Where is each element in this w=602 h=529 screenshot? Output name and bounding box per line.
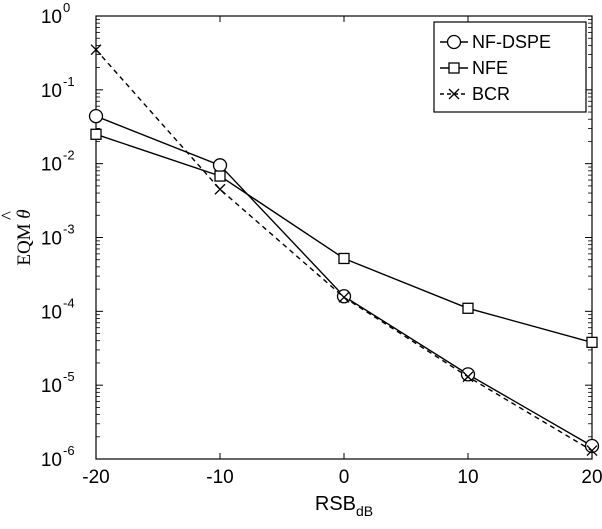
y-tick-exponent: 0 xyxy=(63,0,70,15)
data-point-bcr xyxy=(338,291,350,303)
y-tick-label: 10 xyxy=(41,302,62,323)
y-tick-exponent: -3 xyxy=(63,222,75,237)
y-tick-label: 10 xyxy=(41,229,62,250)
y-tick-exponent: -1 xyxy=(63,74,75,89)
legend-label: BCR xyxy=(472,84,510,104)
y-axis-label-text: EQM xyxy=(14,223,35,265)
x-axis-label-sub: dB xyxy=(356,503,373,519)
legend-marker xyxy=(448,88,460,100)
data-point-nfe xyxy=(586,336,598,349)
y-axis-label: EQM θ ^ xyxy=(0,209,35,265)
series-nf-dspe xyxy=(88,109,600,454)
x-tick-label: 0 xyxy=(339,467,350,488)
y-axis-label-symbol: θ xyxy=(14,209,35,218)
y-tick-label: 10 xyxy=(41,376,62,397)
y-tick-exponent: -4 xyxy=(63,295,75,310)
x-axis-label-main: RSB xyxy=(315,493,356,515)
y-tick-label: 10 xyxy=(41,155,62,176)
x-tick-label: 20 xyxy=(581,467,602,488)
x-axis-ticks: -20 -10 0 10 20 xyxy=(82,16,602,488)
x-tick-label: -10 xyxy=(206,467,233,488)
y-axis-label-accent: ^ xyxy=(0,211,19,220)
data-point-nf-dspe xyxy=(88,109,104,124)
y-tick-label: 10 xyxy=(41,7,62,28)
y-tick-exponent: -2 xyxy=(63,148,75,163)
data-point-nfe xyxy=(462,302,474,314)
data-point-nf-dspe xyxy=(336,289,352,304)
x-axis-label: RSBdB xyxy=(315,493,373,519)
data-point-nf-dspe xyxy=(212,158,228,173)
y-tick-label: 10 xyxy=(41,450,62,471)
data-point-nf-dspe xyxy=(460,367,476,382)
legend-item-nfe: NFE xyxy=(440,58,508,78)
data-point-bcr xyxy=(462,371,474,383)
data-point-bcr xyxy=(90,44,102,56)
legend-marker xyxy=(446,34,462,50)
legend-box xyxy=(433,21,587,113)
y-tick-label: 10 xyxy=(41,81,62,102)
series-nfe xyxy=(90,128,598,349)
data-point-bcr xyxy=(586,445,598,457)
x-tick-label: -20 xyxy=(82,467,109,488)
y-tick-exponent: -6 xyxy=(63,443,75,458)
legend-item-nf-dspe: NF-DSPE xyxy=(440,32,551,52)
data-point-nfe xyxy=(338,252,350,265)
data-point-nfe xyxy=(214,170,226,182)
data-point-nfe xyxy=(90,128,102,140)
series-bcr xyxy=(90,44,598,457)
legend-marker xyxy=(448,62,460,74)
legend-item-bcr: BCR xyxy=(440,84,510,104)
legend-label: NF-DSPE xyxy=(472,32,551,52)
y-tick-exponent: -5 xyxy=(63,369,75,384)
x-tick-label: 10 xyxy=(457,467,478,488)
legend-label: NFE xyxy=(472,58,508,78)
y-axis-label-main: EQM θ xyxy=(14,209,35,265)
data-point-bcr xyxy=(214,183,226,195)
series-group xyxy=(88,44,600,457)
legend: NF-DSPE NFE BCR xyxy=(433,21,587,113)
